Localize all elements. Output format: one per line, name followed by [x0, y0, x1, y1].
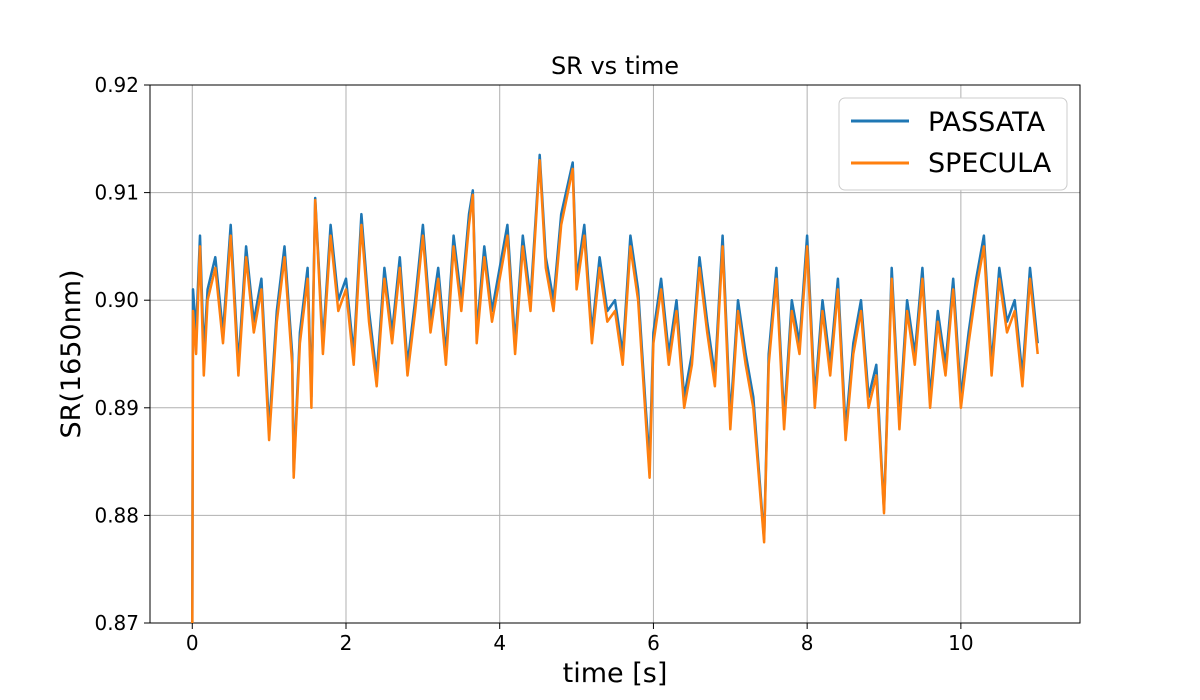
y-tick-label: 0.92 — [94, 73, 139, 97]
series-line-passata — [191, 153, 1039, 624]
legend-label-passata: PASSATA — [928, 107, 1046, 138]
x-tick-label: 0 — [186, 631, 199, 655]
y-tick-label: 0.89 — [94, 396, 139, 420]
x-axis-label: time [s] — [563, 658, 668, 689]
x-tick-label: 8 — [801, 631, 814, 655]
y-tick-label: 0.90 — [94, 288, 139, 312]
y-tick-label: 0.88 — [94, 503, 139, 527]
y-tick-label: 0.87 — [94, 611, 139, 635]
y-axis-label: SR(1650nm) — [56, 269, 87, 438]
series-line-specula — [191, 159, 1039, 624]
x-axis: 0 2 4 6 8 10 — [186, 623, 974, 655]
series-layer — [191, 153, 1039, 624]
x-tick-label: 4 — [493, 631, 506, 655]
x-tick-label: 6 — [647, 631, 660, 655]
chart-title: SR vs time — [551, 52, 679, 80]
x-tick-label: 2 — [340, 631, 353, 655]
legend-label-specula: SPECULA — [928, 148, 1052, 179]
legend: PASSATA SPECULA — [838, 97, 1068, 191]
y-tick-label: 0.91 — [94, 181, 139, 205]
x-tick-label: 10 — [948, 631, 973, 655]
y-axis: 0.87 0.88 0.89 0.90 0.91 0.92 — [94, 73, 150, 635]
plot-frame — [149, 84, 1081, 624]
